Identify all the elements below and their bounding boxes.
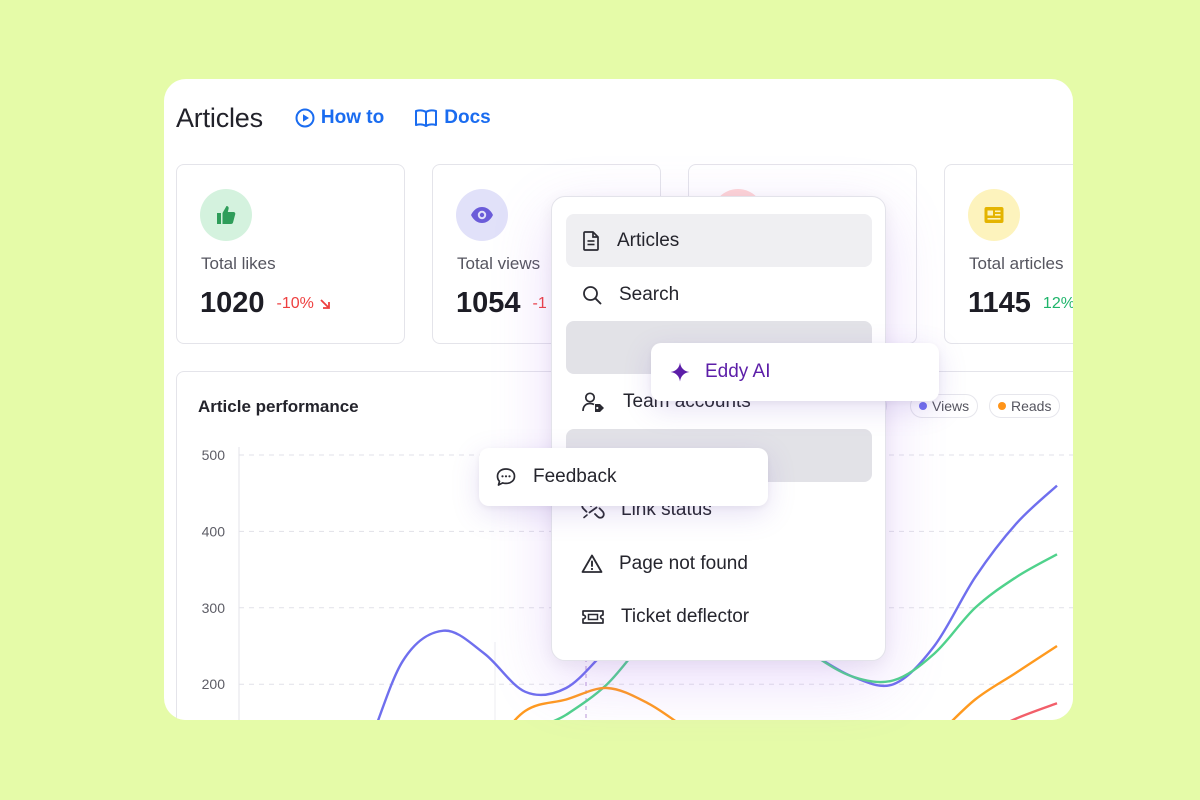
stat-value: 1054 xyxy=(456,287,521,319)
legend-item-views[interactable]: Views xyxy=(910,394,979,418)
legend-dot xyxy=(919,402,927,410)
chat-bubble-icon xyxy=(496,468,516,486)
play-circle-icon xyxy=(295,108,315,128)
series-line-3 xyxy=(1009,702,1058,720)
stat-label: Total likes xyxy=(201,254,276,273)
eddy-ai-button[interactable]: Eddy AI xyxy=(651,343,939,401)
search-icon xyxy=(583,285,602,304)
document-icon xyxy=(583,230,599,251)
warning-icon xyxy=(581,554,603,573)
stat-change: -10% xyxy=(277,295,332,313)
stat-change: -1 xyxy=(532,294,547,312)
user-tag-icon xyxy=(582,391,604,412)
eddy-ai-label: Eddy AI xyxy=(705,361,771,382)
page-title: Articles xyxy=(176,102,263,133)
stat-value: 1020 xyxy=(200,287,265,319)
docs-label: Docs xyxy=(444,107,491,128)
menu-item-ticket-deflector[interactable]: Ticket deflector xyxy=(566,590,872,643)
thumbs-up-icon xyxy=(200,189,252,241)
chart-title: Article performance xyxy=(198,397,359,416)
stat-card-total-articles: Total articles 1145 12% xyxy=(944,164,1073,344)
navigation-menu: Articles Search Team accounts Link statu… xyxy=(551,196,886,661)
page-header: Articles How to Docs xyxy=(176,101,491,135)
menu-item-label: Page not found xyxy=(619,552,748,574)
y-tick-label: 300 xyxy=(202,600,226,616)
legend-dot xyxy=(998,402,1006,410)
newspaper-icon xyxy=(968,189,1020,241)
stat-label: Total articles xyxy=(969,254,1064,273)
menu-item-label: Articles xyxy=(617,229,680,251)
ticket-icon xyxy=(582,609,604,624)
feedback-label: Feedback xyxy=(533,466,617,487)
stat-card-total-likes: Total likes 1020 -10% xyxy=(176,164,405,344)
eye-icon xyxy=(456,189,508,241)
legend-item-reads[interactable]: Reads xyxy=(989,394,1061,418)
stat-label: Total views xyxy=(457,254,541,273)
y-tick-label: 400 xyxy=(202,523,226,539)
menu-item-label: Ticket deflector xyxy=(621,605,750,627)
stat-change: 12% xyxy=(1042,294,1073,312)
menu-item-label: Search xyxy=(619,283,680,305)
y-tick-label: 200 xyxy=(202,676,226,692)
docs-link[interactable]: Docs xyxy=(414,107,491,129)
how-to-link[interactable]: How to xyxy=(295,107,384,129)
menu-item-page-not-found[interactable]: Page not found xyxy=(566,537,872,590)
series-line-2 xyxy=(513,644,1058,720)
trend-down-icon xyxy=(320,298,330,309)
book-open-icon xyxy=(415,109,438,127)
feedback-button[interactable]: Feedback xyxy=(479,448,768,506)
sparkle-icon xyxy=(670,362,690,382)
menu-item-articles[interactable]: Articles xyxy=(566,214,872,267)
menu-item-search[interactable]: Search xyxy=(566,268,872,321)
how-to-label: How to xyxy=(320,107,385,128)
stat-value: 1145 xyxy=(968,287,1031,319)
y-tick-label: 500 xyxy=(202,447,226,463)
